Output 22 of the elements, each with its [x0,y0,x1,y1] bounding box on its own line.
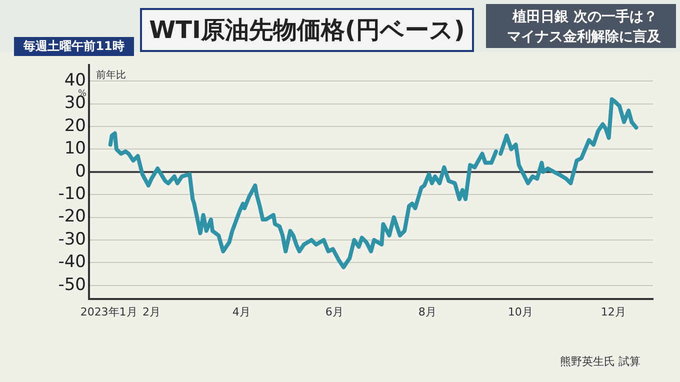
y-tick-label: -50 [58,274,86,295]
text: マイナス金利解除に言及 [506,28,662,46]
x-tick-label: 2月 [142,305,160,318]
x-tick-label: 6月 [325,305,344,318]
y-tick-label: 40 [64,70,86,91]
y-axis-title: 前年比 [96,68,126,82]
y-tick-label: 20 [64,116,86,136]
text: 植田日銀 次の一手は？ [511,8,658,26]
x-tick-label: 4月 [232,305,250,318]
x-tick-label: 2023年1月 [80,305,138,318]
y-tick-label: -10 [58,184,86,204]
chart-title: WTI原油先物価格(円ベース) [140,8,474,52]
y-tick-label: 0 [75,161,86,182]
x-tick-label: 10月 [508,305,533,318]
y-tick-label: 10 [64,138,86,159]
text: 毎週土曜午前11時 [14,37,134,56]
y-tick-label: -20 [58,206,86,227]
x-tick-label: 12月 [600,305,626,318]
x-tick-label: 8月 [418,305,436,318]
y-tick-label: -30 [58,229,86,250]
text: 熊野英生氏 試算 [560,354,640,369]
y-tick-label: -40 [58,252,86,272]
